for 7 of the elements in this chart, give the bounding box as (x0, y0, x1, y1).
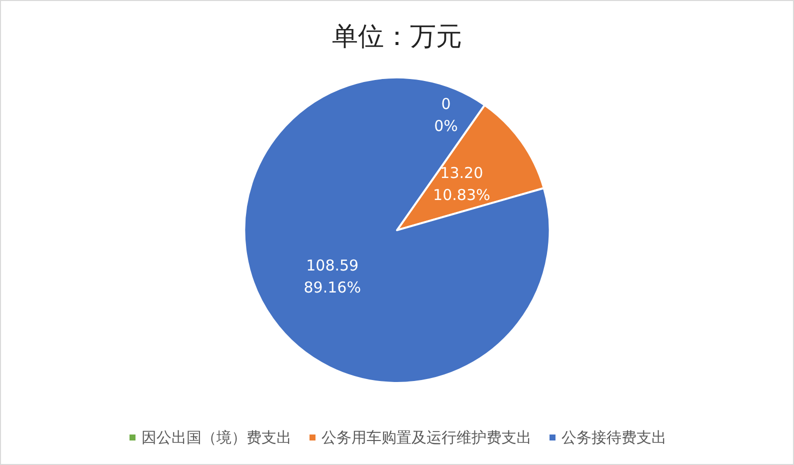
text: 0 0% (434, 94, 458, 135)
chart-title: 单位：万元 (332, 22, 462, 52)
legend-label: 公务用车购置及运行维护费支出 (322, 428, 532, 446)
data-label: 13.20 10.83% (433, 164, 490, 204)
legend-label: 公务接待费支出 (562, 428, 666, 446)
data-label: 108.59 89.16% (304, 256, 361, 296)
legend-label: 因公出国（境）费支出 (142, 428, 292, 446)
